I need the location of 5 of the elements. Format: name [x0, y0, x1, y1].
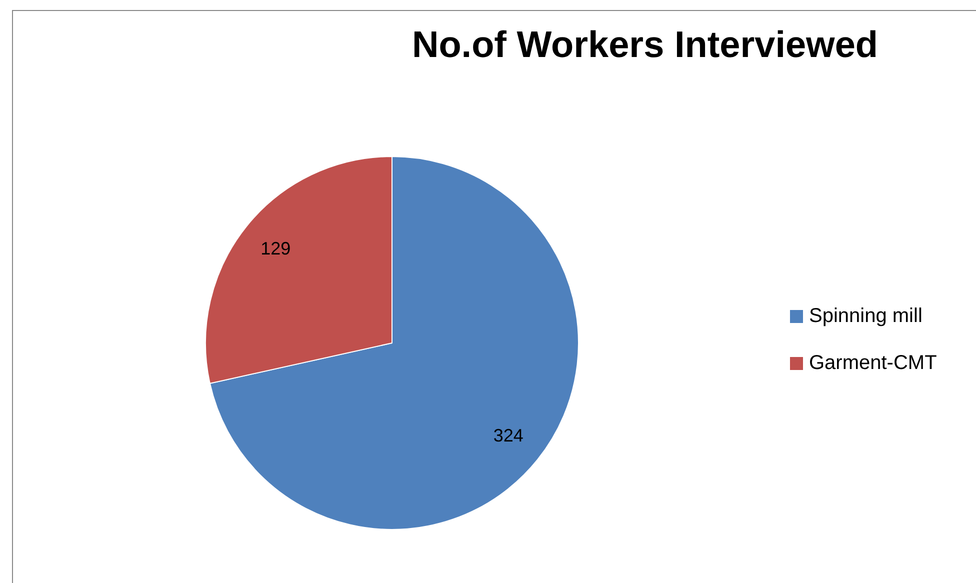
data-label: 324	[493, 425, 524, 446]
legend-label: Spinning mill	[809, 305, 922, 328]
legend-label: Garment-CMT	[809, 352, 937, 375]
chart-title: No.of Workers Interviewed	[410, 24, 880, 66]
data-label: 129	[260, 238, 291, 259]
